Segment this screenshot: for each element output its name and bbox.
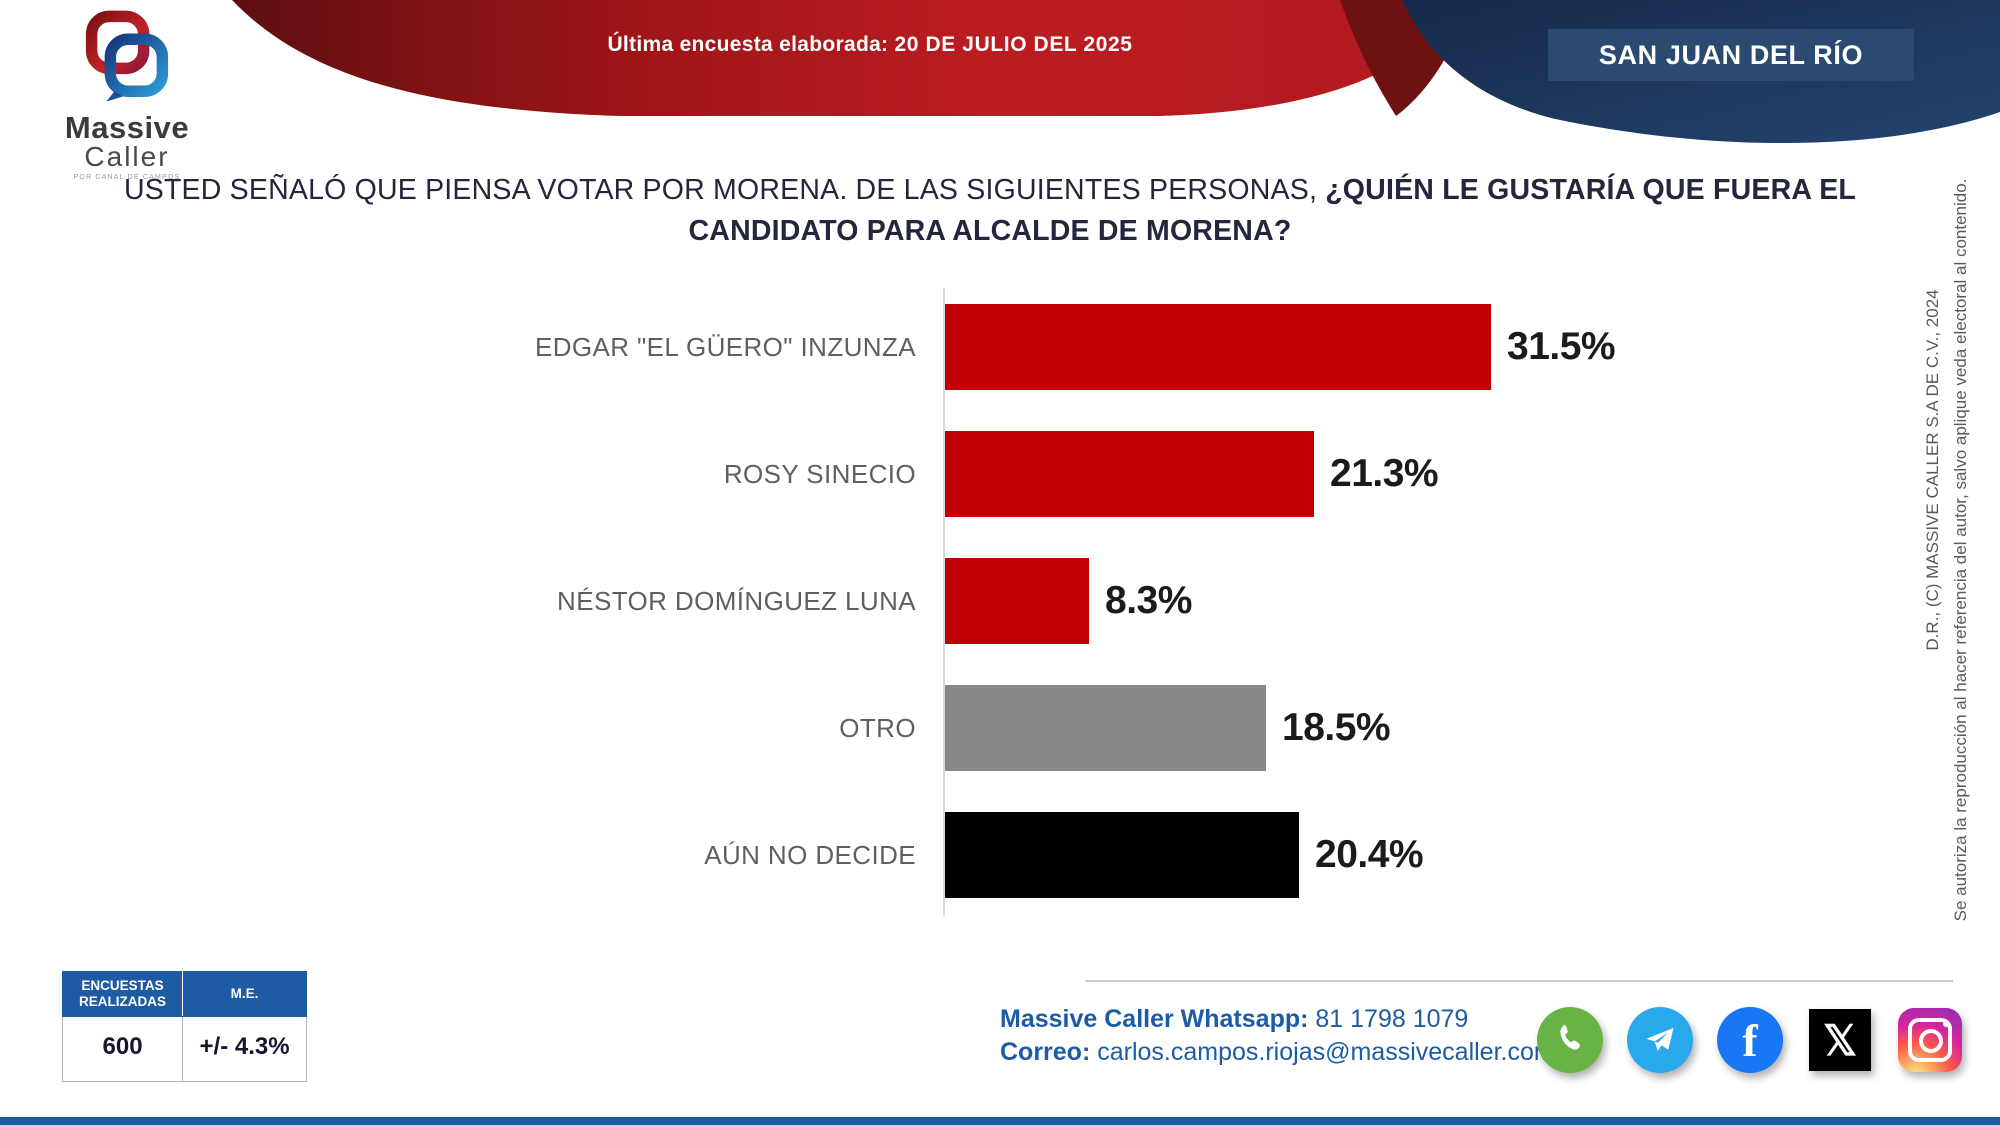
- instagram-icon[interactable]: [1897, 1007, 1963, 1073]
- whatsapp-label: Massive Caller Whatsapp:: [1000, 1005, 1309, 1033]
- chart-row: ROSY SINECIO 21.3%: [0, 431, 2000, 517]
- stats-value-encuestas: 600: [62, 1016, 184, 1082]
- red-swoosh: [232, 0, 1464, 116]
- bar: [945, 558, 1089, 644]
- question-title: USTED SEÑALÓ QUE PIENSA VOTAR POR MORENA…: [70, 170, 1910, 252]
- instagram-lens-glyph: [1919, 1029, 1943, 1053]
- stats-table: ENCUESTAS REALIZADAS M.E. 600 +/- 4.3%: [61, 971, 307, 1082]
- phone-glyph: [1560, 1025, 1580, 1050]
- contact-email-line: Correo: carlos.campos.riojas@massivecall…: [1000, 1036, 1555, 1069]
- chart-row: OTRO 18.5%: [0, 685, 2000, 771]
- massive-caller-logo-icon: [85, 10, 169, 102]
- bar-category-label: OTRO: [839, 713, 916, 743]
- chart-row: NÉSTOR DOMÍNGUEZ LUNA 8.3%: [0, 558, 2000, 644]
- contact-block: Massive Caller Whatsapp: 81 1798 1079 Co…: [1000, 1003, 1555, 1069]
- x-glyph: 𝕏: [1823, 1016, 1857, 1064]
- stats-header-me: M.E.: [182, 971, 307, 1017]
- question-bold-part: ¿QUIÉN LE GUSTARÍA QUE FUERA EL CANDIDAT…: [688, 174, 1857, 247]
- whatsapp-icon[interactable]: [1537, 1007, 1603, 1073]
- instagram-dot-glyph: [1943, 1021, 1949, 1027]
- stats-value-me: +/- 4.3%: [199, 1033, 290, 1060]
- bar: [945, 431, 1314, 517]
- whatsapp-number[interactable]: 81 1798 1079: [1308, 1005, 1469, 1033]
- bar-category-label: NÉSTOR DOMÍNGUEZ LUNA: [557, 586, 916, 616]
- massive-caller-logo: Massive Caller POR CANAL DE CAMPOS: [52, 10, 202, 181]
- bar: [945, 812, 1299, 898]
- bar: [945, 304, 1491, 390]
- footer-divider: [1085, 980, 1953, 982]
- email-address[interactable]: carlos.campos.riojas@massivecaller.com: [1090, 1038, 1555, 1066]
- facebook-icon[interactable]: f: [1717, 1007, 1783, 1073]
- chart-row: EDGAR "EL GÜERO" INZUNZA 31.5%: [0, 304, 2000, 390]
- x-twitter-icon[interactable]: 𝕏: [1807, 1007, 1873, 1073]
- logo-word-caller: Caller: [84, 141, 170, 172]
- logo-tagline: POR CANAL DE CAMPOS: [73, 174, 181, 181]
- chart-axis-line: [943, 288, 945, 916]
- question-regular-part: USTED SEÑALÓ QUE PIENSA VOTAR POR MORENA…: [123, 174, 1326, 206]
- last-survey-banner: Última encuesta elaborada: 20 DE JULIO D…: [480, 33, 1260, 57]
- contact-whatsapp-line: Massive Caller Whatsapp: 81 1798 1079: [1000, 1003, 1555, 1036]
- telegram-icon[interactable]: [1627, 1007, 1693, 1073]
- logo-word-massive: Massive: [64, 110, 190, 145]
- bar-category-label: EDGAR "EL GÜERO" INZUNZA: [534, 332, 916, 362]
- region-name: SAN JUAN DEL RÍO: [1598, 39, 1864, 70]
- bottom-accent-bar: [0, 1117, 2000, 1125]
- legal-notice-vertical-text: Se autoriza la reproducción al hacer ref…: [1951, 178, 1970, 922]
- stats-header-encuestas: ENCUESTAS REALIZADAS: [61, 971, 184, 1017]
- bar-value-label: 18.5%: [1282, 706, 1391, 749]
- bar-value-label: 21.3%: [1330, 452, 1439, 495]
- facebook-f-glyph: f: [1742, 1014, 1758, 1066]
- bar-category-label: AÚN NO DECIDE: [704, 840, 916, 870]
- email-label: Correo:: [1000, 1038, 1091, 1066]
- bar: [945, 685, 1266, 771]
- paper-plane-glyph: [1646, 1028, 1674, 1052]
- chart-row: AÚN NO DECIDE 20.4%: [0, 812, 2000, 898]
- bar-category-label: ROSY SINECIO: [723, 459, 916, 489]
- copyright-vertical-text: D.R., (C) MASSIVE CALLER S.A DE C.V., 20…: [1923, 289, 1942, 651]
- bar-value-label: 8.3%: [1105, 579, 1192, 622]
- bar-value-label: 31.5%: [1507, 325, 1616, 368]
- last-survey-date: 20 DE JULIO DEL 2025: [894, 33, 1133, 56]
- last-survey-label: Última encuesta elaborada:: [607, 33, 895, 56]
- region-badge: SAN JUAN DEL RÍO: [1548, 29, 1914, 81]
- bar-value-label: 20.4%: [1315, 833, 1424, 876]
- header-banner-art: [232, 0, 2000, 144]
- instagram-camera-glyph: [1908, 1018, 1952, 1062]
